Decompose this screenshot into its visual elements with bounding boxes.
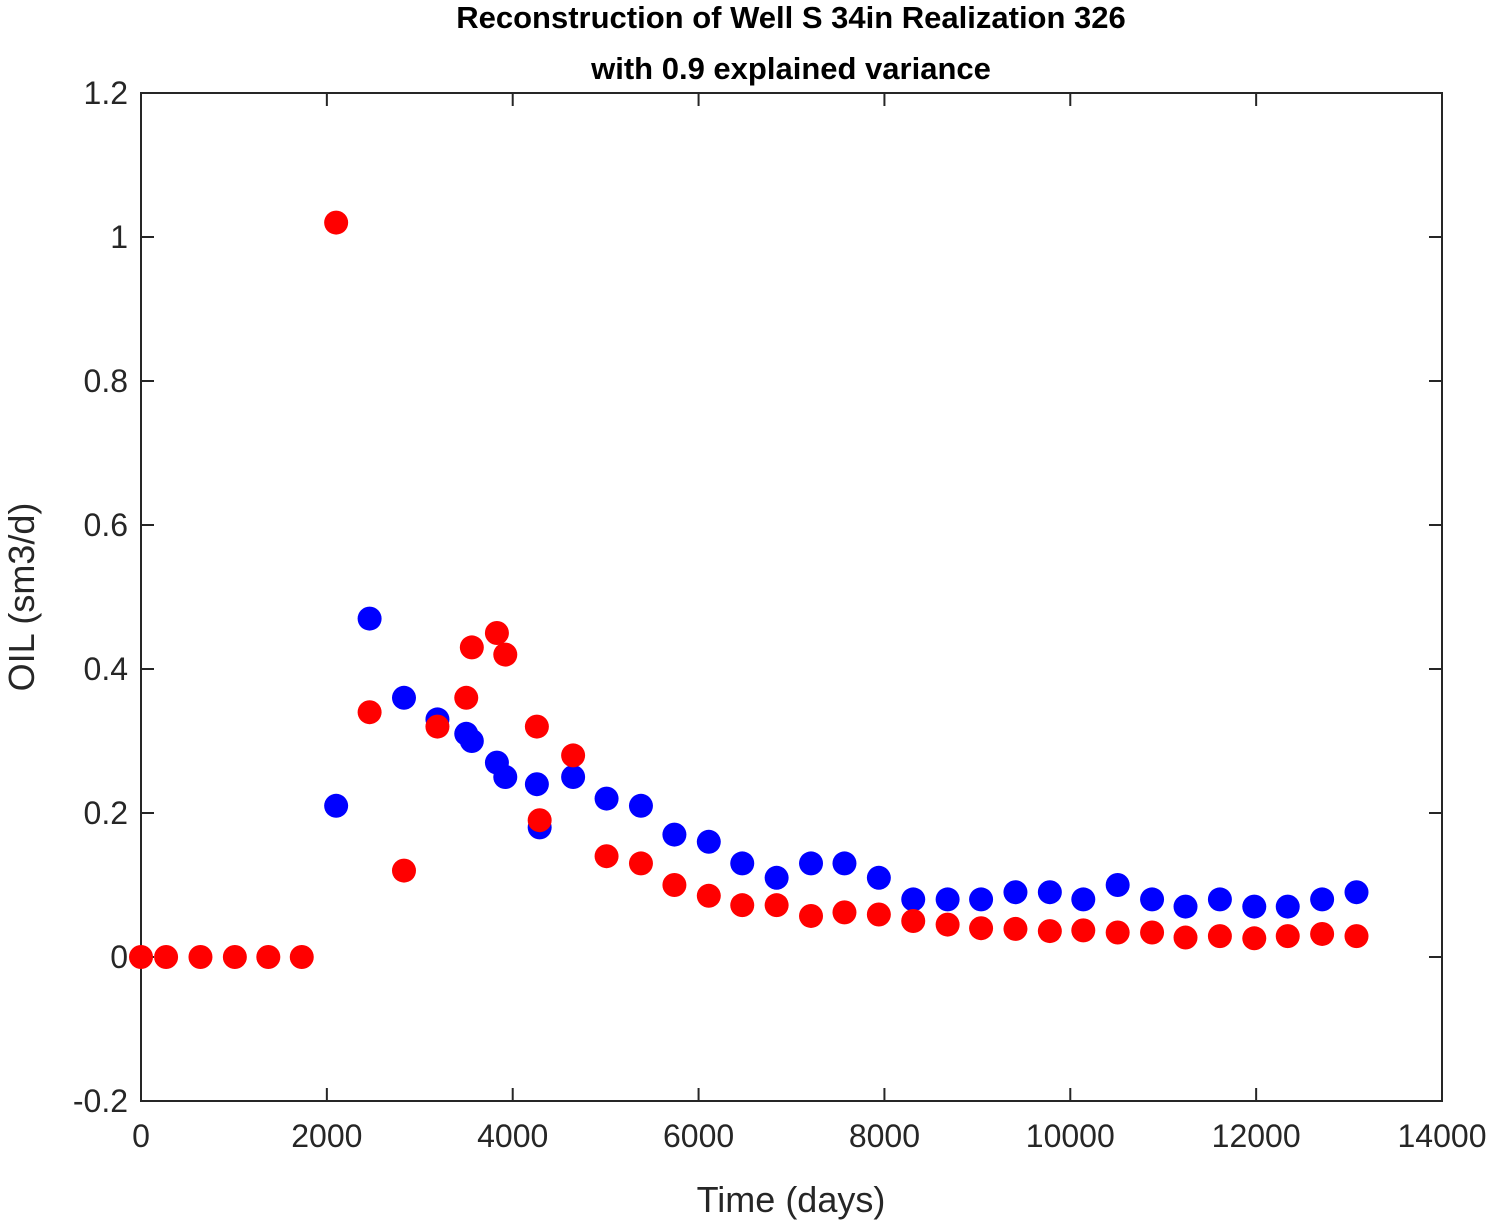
data-point <box>524 714 549 739</box>
data-point <box>969 916 994 941</box>
y-tick-labels: -0.2 0 0.2 0.4 0.6 0.8 1 1.2 <box>73 75 128 1119</box>
data-point <box>357 700 382 725</box>
data-point <box>1242 926 1267 951</box>
data-point <box>662 873 687 897</box>
y-tick-label: 0 <box>110 939 128 975</box>
data-point <box>1275 894 1300 919</box>
y-tick-label: 1.2 <box>84 75 128 111</box>
data-point <box>324 210 349 235</box>
data-point <box>493 642 518 667</box>
plot-area-frame <box>140 92 1443 1102</box>
x-tick-label: 2000 <box>291 1118 362 1154</box>
data-point <box>561 743 586 768</box>
data-point <box>1207 887 1232 912</box>
data-point <box>799 851 824 876</box>
data-point <box>628 851 653 876</box>
data-point <box>459 635 484 660</box>
data-point <box>561 765 586 789</box>
data-point <box>1037 919 1062 944</box>
data-point <box>799 903 824 928</box>
data-point <box>1173 925 1198 950</box>
y-tick-label: 0.8 <box>84 363 128 399</box>
axis-ticks <box>140 92 1443 1102</box>
x-tick-label: 6000 <box>663 1118 734 1154</box>
data-point <box>391 685 416 710</box>
data-point <box>357 606 382 631</box>
data-point <box>1275 924 1300 949</box>
data-point <box>1140 887 1165 912</box>
data-point <box>901 909 926 933</box>
x-tick-label: 10000 <box>1026 1118 1115 1154</box>
data-point <box>969 887 994 912</box>
data-point <box>1310 921 1335 946</box>
data-point <box>1140 920 1165 945</box>
data-point <box>1003 880 1028 905</box>
data-point <box>696 829 721 854</box>
data-point <box>484 621 509 645</box>
x-tick-label: 4000 <box>477 1118 548 1154</box>
data-point <box>1173 894 1198 919</box>
data-point <box>1344 880 1369 905</box>
data-point <box>391 858 416 883</box>
y-tick-label: 0.6 <box>84 507 128 543</box>
data-point <box>730 893 755 918</box>
data-point <box>527 808 552 833</box>
data-point <box>662 822 687 847</box>
data-point <box>1105 920 1130 945</box>
chart-title-line-2: with 0.9 explained variance <box>590 51 991 86</box>
data-point <box>764 865 789 890</box>
data-points <box>129 210 1369 969</box>
x-axis-label: Time (days) <box>697 1179 886 1220</box>
data-point <box>1207 924 1232 949</box>
data-point <box>901 887 926 912</box>
data-point <box>188 945 213 969</box>
data-point <box>832 851 857 876</box>
data-point <box>493 765 518 789</box>
data-point <box>289 945 314 969</box>
x-tick-label: 12000 <box>1212 1118 1301 1154</box>
data-point <box>425 714 450 739</box>
y-tick-label: 0.2 <box>84 795 128 831</box>
series-2 <box>129 210 1369 969</box>
data-point <box>256 945 281 969</box>
data-point <box>129 945 153 969</box>
series-1 <box>324 606 1369 919</box>
data-point <box>1242 894 1267 919</box>
data-point <box>1105 873 1130 897</box>
data-point <box>866 902 891 927</box>
data-point <box>1071 887 1096 912</box>
data-point <box>730 851 755 876</box>
data-point <box>594 844 619 869</box>
y-tick-label: 1 <box>110 219 128 255</box>
data-point <box>1071 918 1096 943</box>
data-point <box>454 685 479 710</box>
y-axis-label: OIL (sm3/d) <box>1 503 42 692</box>
data-point <box>1344 924 1369 949</box>
data-point <box>696 883 721 908</box>
data-point <box>935 912 960 937</box>
data-point <box>1310 887 1335 912</box>
data-point <box>594 786 619 811</box>
x-tick-label: 0 <box>132 1118 150 1154</box>
data-point <box>1003 916 1028 941</box>
data-point <box>764 893 789 918</box>
y-tick-label: -0.2 <box>73 1083 128 1119</box>
data-point <box>866 865 891 890</box>
data-point <box>1037 880 1062 905</box>
data-point <box>154 945 179 969</box>
y-tick-label: 0.4 <box>84 651 128 687</box>
x-tick-labels: 0 2000 4000 6000 8000 10000 12000 14000 <box>132 1118 1486 1154</box>
data-point <box>832 900 857 925</box>
data-point <box>628 793 653 818</box>
data-point <box>324 793 349 818</box>
data-point <box>459 729 484 753</box>
data-point <box>935 887 960 912</box>
data-point <box>222 945 247 969</box>
data-point <box>524 772 549 797</box>
x-tick-label: 14000 <box>1398 1118 1487 1154</box>
x-tick-label: 8000 <box>849 1118 920 1154</box>
chart-title-line-1: Reconstruction of Well S 34in Realizatio… <box>456 0 1126 35</box>
